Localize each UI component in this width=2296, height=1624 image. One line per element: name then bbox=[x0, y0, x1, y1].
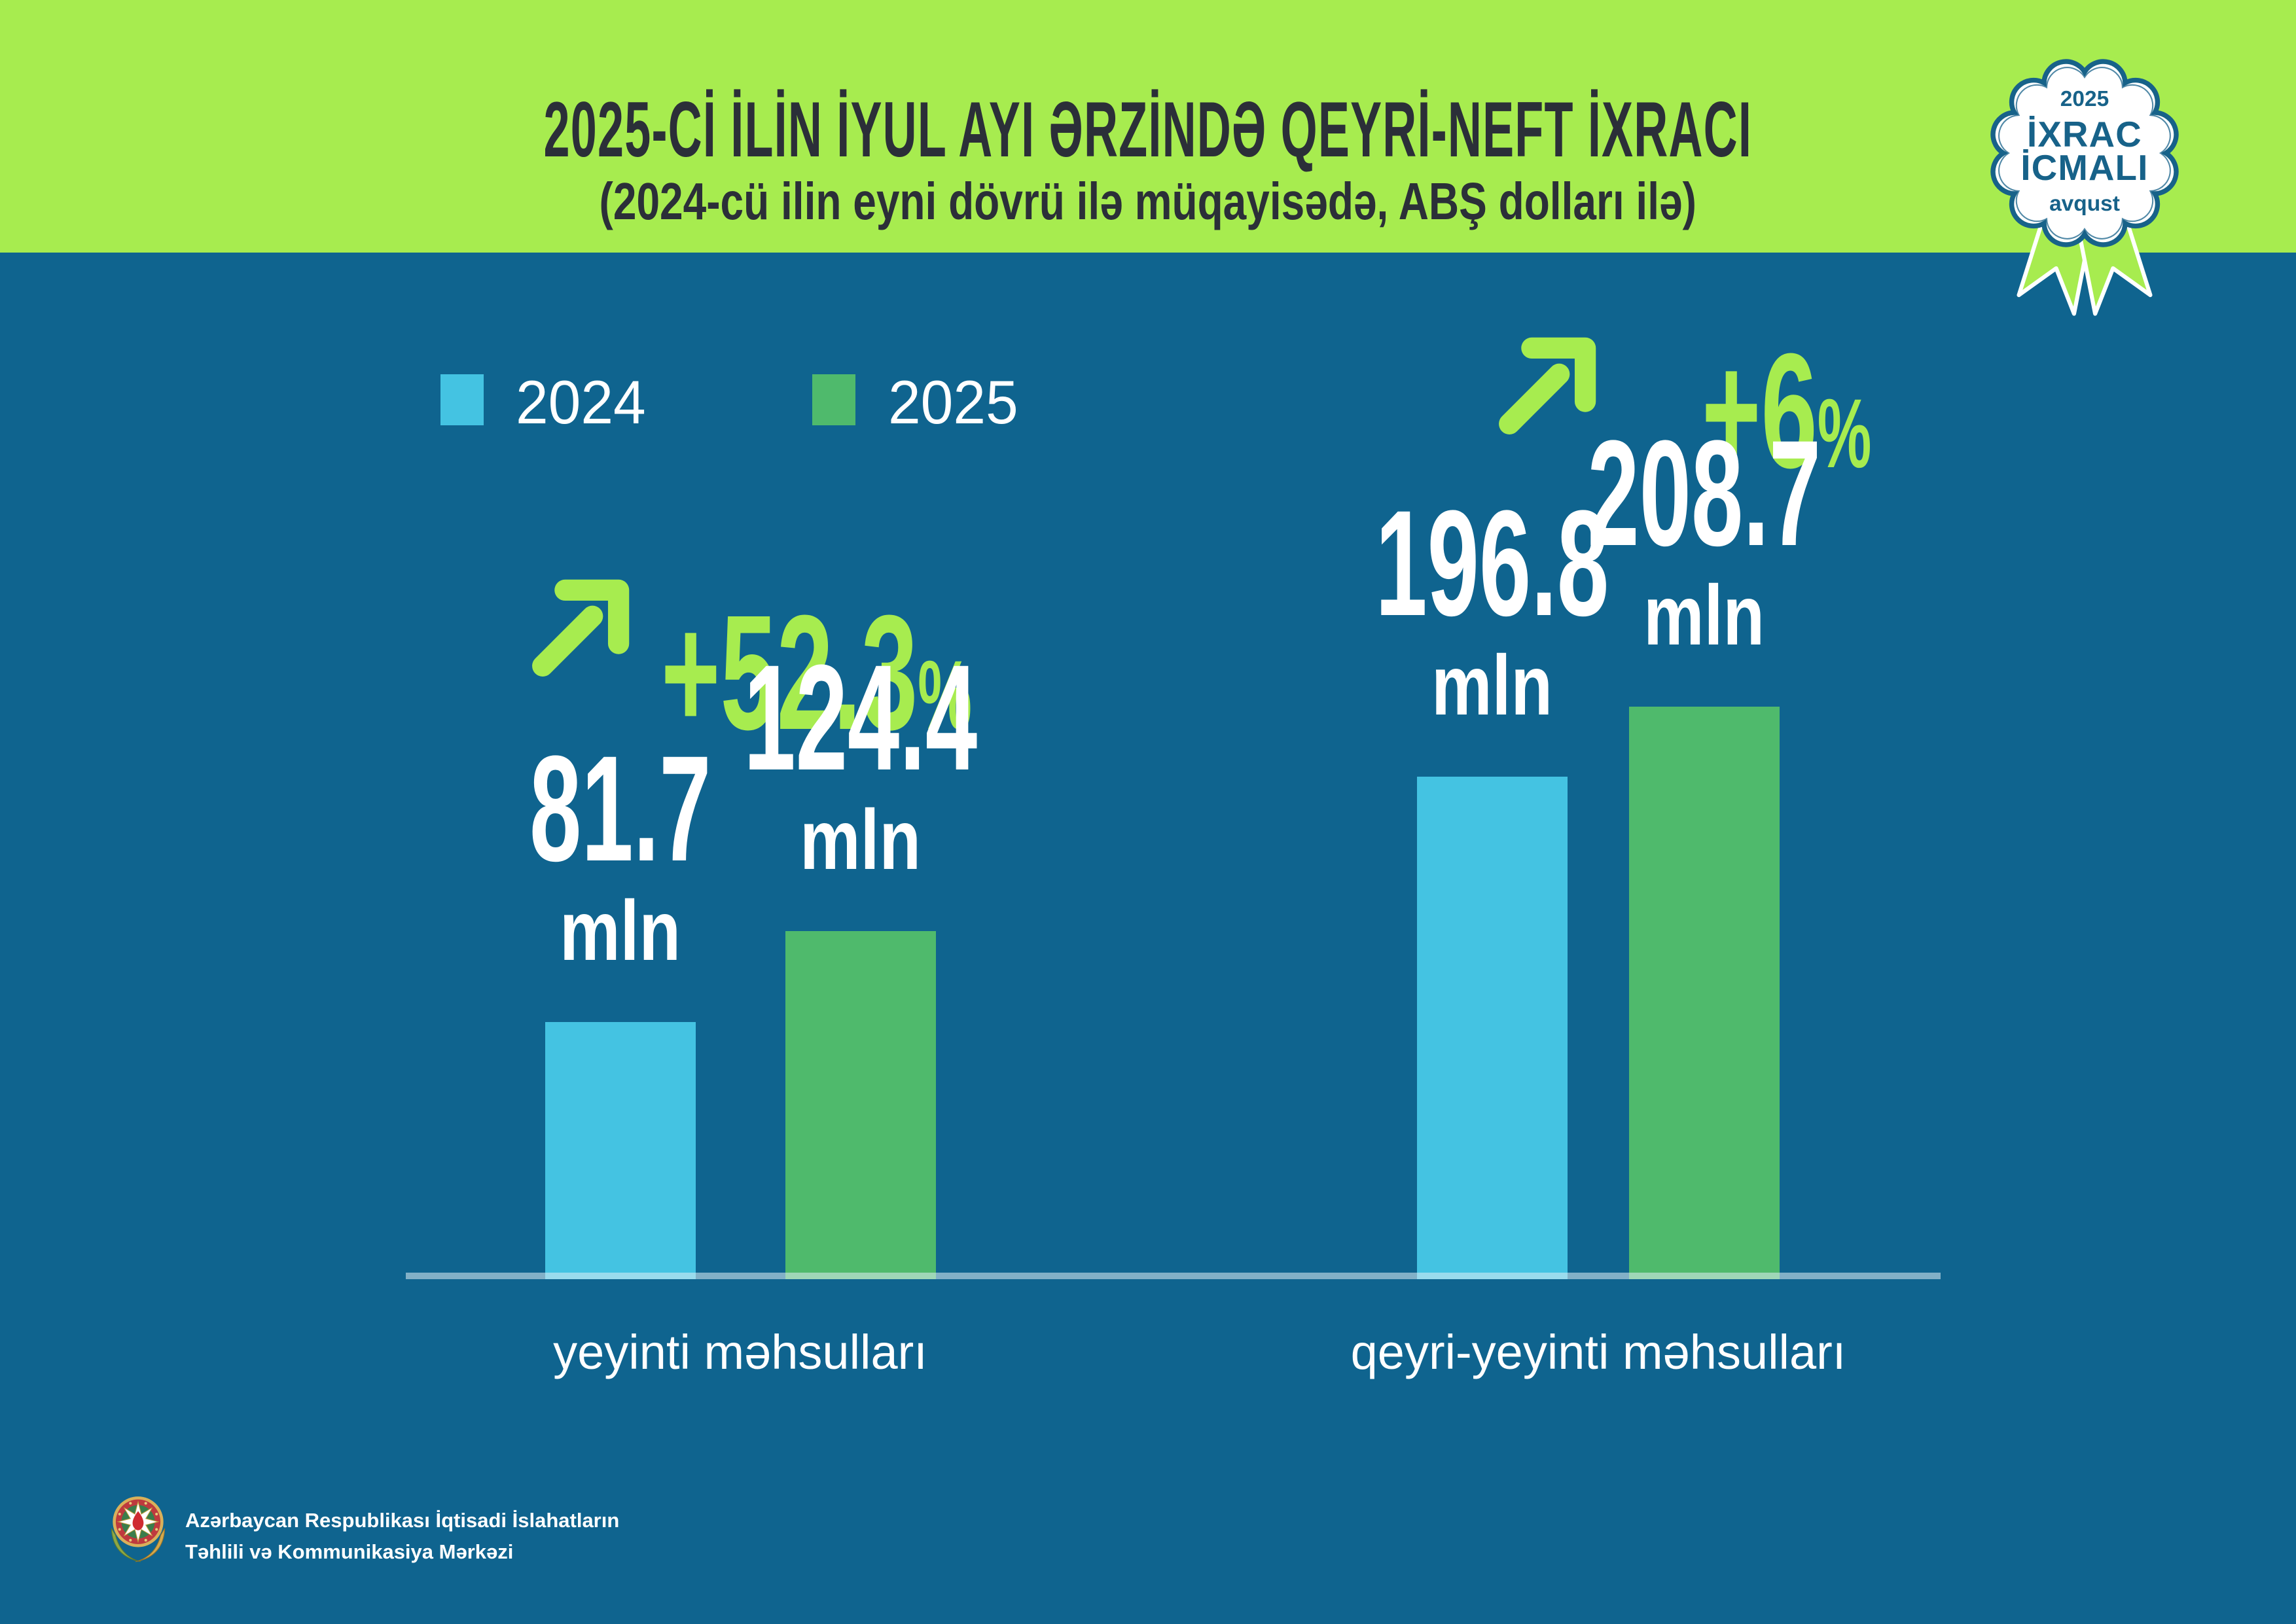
bar-2024-nonfood bbox=[1417, 777, 1568, 1279]
organization-name: Azərbaycan Respublikası İqtisadi İslahat… bbox=[185, 1505, 619, 1568]
page-title: 2025-Cİ İLİN İYUL AYI ƏRZİNDƏ QEYRİ-NEFT… bbox=[543, 86, 1753, 173]
growth-arrow-icon bbox=[1499, 337, 1596, 434]
organization-name-line2: Təhlili və Kommunikasiya Mərkəzi bbox=[185, 1540, 514, 1564]
category-label-food: yeyinti məhsulları bbox=[553, 1325, 927, 1379]
badge-seal-icon bbox=[1990, 59, 2179, 247]
legend-swatch-2024 bbox=[440, 374, 484, 425]
bar-2025-food bbox=[785, 931, 936, 1279]
badge-month: avqust bbox=[2049, 192, 2120, 216]
growth-label-food: +52.3% bbox=[661, 581, 972, 764]
badge-title-line1: İXRAC bbox=[2027, 115, 2142, 154]
value-label-2025-food: 124.4 mln bbox=[744, 633, 978, 887]
category-label-nonfood: qeyri-yeyinti məhsulları bbox=[1350, 1325, 1846, 1379]
bar-2024-food bbox=[545, 1022, 696, 1279]
axis-baseline bbox=[406, 1273, 1941, 1279]
badge-year: 2025 bbox=[2060, 87, 2109, 111]
badge-seal-inner-outline bbox=[1998, 67, 2171, 239]
value-label-2024-nonfood: 196.8 mln bbox=[1375, 479, 1609, 733]
badge-title-line2: İCMALI bbox=[2020, 148, 2148, 188]
growth-arrow-icon bbox=[532, 579, 630, 677]
header-band bbox=[0, 0, 2296, 253]
value-label-2024-food: 81.7 mln bbox=[529, 724, 711, 978]
legend-swatch-2025 bbox=[812, 374, 855, 425]
legend-label-2025: 2025 bbox=[888, 368, 1018, 436]
growth-label-nonfood: +6% bbox=[1702, 319, 1872, 502]
value-label-2025-nonfood: 208.7 mln bbox=[1587, 409, 1821, 663]
bar-2025-nonfood bbox=[1629, 707, 1780, 1279]
azerbaijan-emblem-icon bbox=[111, 1496, 166, 1562]
legend-label-2024: 2024 bbox=[516, 368, 646, 436]
page-subtitle: (2024-cü ilin eyni dövrü ilə müqayisədə,… bbox=[599, 172, 1697, 230]
export-review-badge: 2025 İXRAC İCMALI avqust bbox=[1990, 59, 2179, 316]
organization-name-line1: Azərbaycan Respublikası İqtisadi İslahat… bbox=[185, 1509, 620, 1532]
